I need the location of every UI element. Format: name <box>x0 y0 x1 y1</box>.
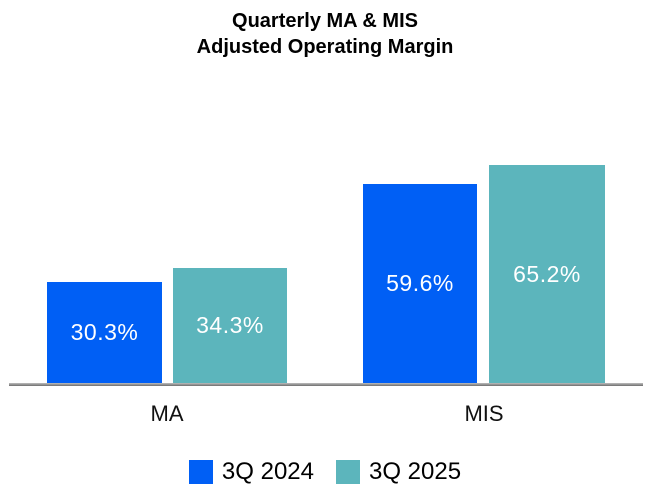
legend-swatch-3q2024 <box>188 460 213 484</box>
bar-value-label-ma-3q2024: 30.3% <box>70 319 139 345</box>
bar-mis-3q2025: 65.2% <box>489 165 605 383</box>
legend-item-3q2025: 3Q 2025 <box>336 458 461 486</box>
legend-label-3q2024: 3Q 2024 <box>221 458 314 485</box>
bar-ma-3q2024: 30.3% <box>47 282 162 383</box>
x-axis-label-mis: MIS <box>464 401 504 426</box>
bar-mis-3q2024: 59.6% <box>363 184 477 383</box>
chart-title: Quarterly MA & MIS Adjusted Operating Ma… <box>0 8 650 60</box>
legend-item-3q2024: 3Q 2024 <box>188 458 314 486</box>
bar-ma-3q2025: 34.3% <box>173 268 287 383</box>
bar-value-label-mis-3q2025: 65.2% <box>513 260 581 287</box>
legend-swatch-3q2025 <box>336 460 360 484</box>
chart-title-line1: Quarterly MA & MIS <box>232 10 418 32</box>
legend: 3Q 2024 3Q 2025 <box>0 458 650 486</box>
bar-value-label-ma-3q2025: 34.3% <box>196 312 264 338</box>
legend-label-3q2025: 3Q 2025 <box>369 458 462 485</box>
chart-title-line2: Adjusted Operating Margin <box>196 36 454 58</box>
x-axis-label-ma: MA <box>150 401 184 426</box>
bar-value-label-mis-3q2024: 59.6% <box>386 270 454 296</box>
x-axis-line <box>9 383 643 386</box>
